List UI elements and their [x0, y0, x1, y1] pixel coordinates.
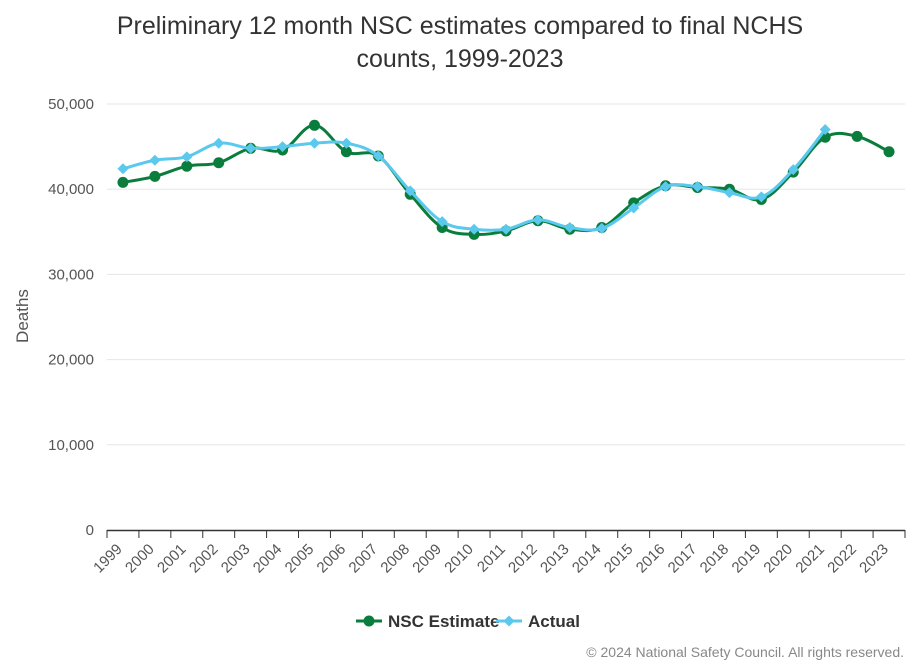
y-tick-label: 20,000 [48, 352, 94, 369]
x-tick-label: 2004 [250, 541, 286, 577]
point-actual [436, 216, 448, 228]
point-actual [723, 187, 735, 199]
point-actual [532, 214, 544, 226]
x-tick-label: 2013 [537, 541, 573, 577]
point-nsc-estimate [308, 119, 320, 131]
point-actual [596, 222, 608, 234]
x-tick-label: 2002 [186, 541, 222, 577]
x-tick-label: 2005 [282, 541, 318, 577]
point-actual [468, 223, 480, 235]
x-tick-label: 2021 [792, 541, 828, 577]
point-actual [819, 124, 831, 136]
y-tick-label: 0 [86, 522, 94, 539]
point-actual [277, 141, 289, 153]
x-tick-label: 2023 [856, 541, 892, 577]
x-tick-label: 2001 [154, 541, 190, 577]
x-tick-label: 2012 [505, 541, 541, 577]
x-tick-label: 2022 [824, 541, 860, 577]
point-nsc-estimate [340, 146, 352, 158]
point-nsc-estimate [181, 160, 193, 172]
y-axis-title: Deaths [13, 289, 32, 343]
x-tick-label: 2006 [314, 541, 350, 577]
x-tick-label: 2018 [697, 541, 733, 577]
legend-label: Actual [528, 612, 580, 631]
point-actual [181, 151, 193, 163]
x-tick-label: 2008 [377, 541, 413, 577]
legend-item-actual[interactable]: Actual [496, 612, 580, 631]
point-nsc-estimate [213, 157, 225, 169]
point-actual [692, 181, 704, 193]
legend-marker [503, 615, 515, 627]
point-actual [628, 202, 640, 214]
point-actual [372, 150, 384, 162]
y-axis-ticks: 0 10,000 20,000 30,000 40,000 50,000 [48, 96, 94, 539]
point-nsc-estimate [149, 170, 161, 182]
point-nsc-estimate [883, 146, 895, 158]
series-line-nsc-estimate [121, 123, 891, 236]
x-tick-label: 2009 [409, 541, 445, 577]
x-tick-label: 2007 [346, 541, 382, 577]
series-actual [117, 124, 831, 235]
point-actual [308, 137, 320, 149]
series-nsc-estimate [117, 119, 895, 240]
x-axis-ticks: 1999200020012002200320042005200620072008… [90, 530, 906, 577]
x-tick-label: 2011 [474, 541, 509, 576]
point-actual [149, 154, 161, 166]
point-actual [245, 142, 257, 154]
y-tick-label: 10,000 [48, 437, 94, 454]
x-tick-label: 2016 [633, 541, 669, 577]
chart-title-line-2: counts, 1999-2023 [356, 45, 563, 73]
y-tick-label: 50,000 [48, 96, 94, 113]
point-actual [117, 163, 129, 175]
point-actual [660, 181, 672, 193]
legend-marker [363, 615, 375, 627]
x-tick-label: 1999 [90, 541, 126, 577]
point-nsc-estimate [117, 176, 129, 188]
legend-item-nsc-estimate[interactable]: NSC Estimate [356, 612, 499, 631]
point-actual [213, 137, 225, 149]
x-tick-label: 2003 [218, 541, 254, 577]
point-nsc-estimate [851, 130, 863, 142]
point-actual [564, 222, 576, 234]
x-tick-label: 2010 [441, 541, 477, 577]
y-tick-label: 30,000 [48, 266, 94, 283]
point-actual [340, 137, 352, 149]
series-line-actual [121, 128, 827, 232]
x-tick-label: 2015 [601, 541, 637, 577]
point-actual [404, 185, 416, 197]
legend-label: NSC Estimate [388, 612, 499, 631]
x-tick-label: 2014 [569, 541, 605, 577]
point-actual [787, 164, 799, 176]
series-layer [117, 119, 895, 240]
point-actual [500, 223, 512, 235]
point-actual [755, 191, 767, 203]
x-tick-label: 2000 [122, 541, 158, 577]
legend: NSC Estimate Actual [356, 612, 580, 631]
point-nsc-estimate [436, 222, 448, 234]
x-tick-label: 2020 [760, 541, 796, 577]
credit-text: © 2024 National Safety Council. All righ… [586, 644, 904, 660]
gridlines [107, 103, 905, 446]
y-tick-label: 40,000 [48, 181, 94, 198]
chart-title-line-1: Preliminary 12 month NSC estimates compa… [117, 12, 803, 40]
x-tick-label: 2017 [665, 541, 701, 577]
x-tick-label: 2019 [729, 541, 765, 577]
